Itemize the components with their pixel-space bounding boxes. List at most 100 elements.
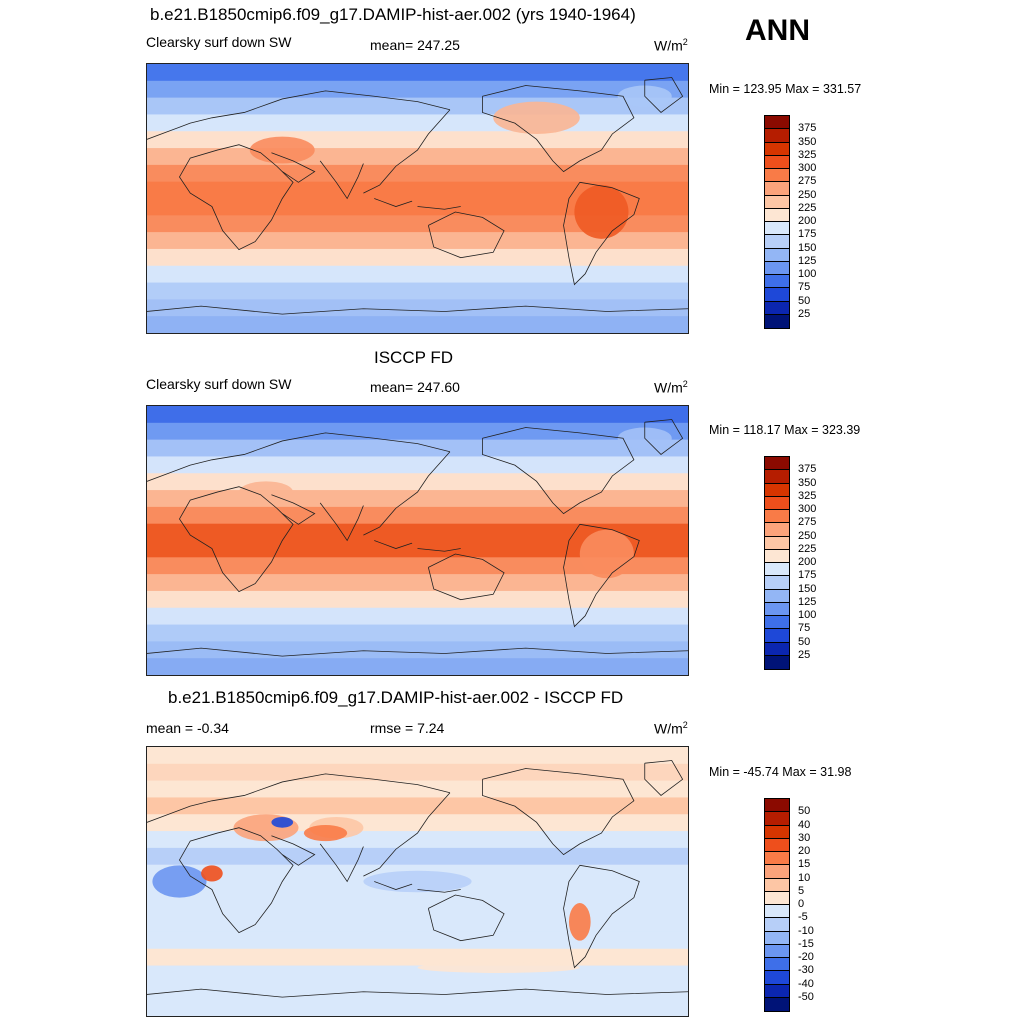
colorbar-segment (765, 852, 789, 866)
panel-2-mean: mean= 247.60 (370, 379, 460, 395)
colorbar-tick-label: 5 (798, 884, 805, 897)
colorbar-segment (765, 470, 789, 484)
coastline (147, 988, 688, 998)
colorbar-tick-label: 25 (798, 307, 811, 320)
map-color-band (147, 406, 688, 424)
map-color-region (363, 870, 472, 893)
colorbar-segment (765, 655, 789, 669)
colorbar-segment (765, 563, 789, 577)
colorbar-tick-label: 50 (798, 294, 811, 307)
colorbar-tick-label: 250 (798, 188, 817, 201)
map-color-band (147, 299, 688, 317)
map-color-band (147, 422, 688, 441)
map-color-band (147, 898, 688, 916)
panel-3-map (146, 746, 689, 1017)
map-color-band (147, 506, 688, 525)
coastline (644, 419, 684, 455)
colorbar-segment (765, 602, 789, 616)
map-color-region (493, 101, 580, 134)
panel-1-colorbar (764, 115, 790, 329)
map-color-band (147, 965, 688, 983)
map-color-band (147, 641, 688, 659)
coastline (427, 894, 505, 942)
coastline (363, 109, 451, 194)
panel-2-colorbar (764, 456, 790, 670)
colorbar-tick-label: 225 (798, 542, 817, 555)
colorbar-segment (765, 905, 789, 919)
colorbar-segment (765, 997, 789, 1011)
map-color-band (147, 181, 688, 200)
colorbar-tick-label: 20 (798, 845, 811, 857)
map-color-band (147, 982, 688, 1000)
colorbar-tick-label: 375 (798, 463, 817, 476)
panel-1-minmax: Min = 123.95 Max = 331.57 (709, 82, 862, 96)
colorbar-tick-label: 175 (798, 228, 817, 241)
map-color-band (147, 624, 688, 642)
coastline (147, 90, 451, 140)
colorbar-tick-label: 300 (798, 162, 817, 174)
colorbar-segment (765, 616, 789, 630)
map-color-band (147, 282, 688, 300)
colorbar-tick-label: 175 (798, 569, 817, 582)
coastline (644, 77, 684, 113)
colorbar-segment (765, 129, 789, 143)
colorbar-tick-label: 350 (798, 476, 817, 489)
colorbar-tick-label: 200 (798, 215, 817, 227)
colorbar-segment (765, 222, 789, 236)
coastline (363, 792, 451, 877)
colorbar-tick-label: 0 (798, 898, 805, 910)
coastline (319, 160, 364, 200)
map-color-band (147, 607, 688, 626)
season-label: ANN (745, 14, 810, 47)
colorbar-tick-label: 75 (798, 281, 811, 294)
map-color-band (147, 999, 688, 1016)
map-color-band (147, 64, 688, 82)
colorbar-tick-label: -15 (798, 937, 814, 950)
colorbar-tick-label: 200 (798, 556, 817, 568)
colorbar-segment (765, 838, 789, 852)
map-color-band (147, 747, 688, 765)
colorbar-segment (765, 891, 789, 905)
coastline (147, 305, 688, 315)
colorbar-tick-label: 375 (798, 122, 817, 135)
colorbar-segment (765, 169, 789, 183)
coastline (179, 144, 294, 251)
map-color-band (147, 763, 688, 782)
colorbar-tick-label: 15 (798, 858, 811, 871)
colorbar-segment (765, 195, 789, 209)
colorbar-segment (765, 536, 789, 550)
map-color-band (147, 456, 688, 474)
colorbar-tick-label: 325 (798, 148, 817, 161)
colorbar-segment (765, 971, 789, 985)
map-color-band (147, 557, 688, 575)
colorbar-tick-label: -40 (798, 977, 814, 990)
map-color-region (574, 185, 629, 239)
coastline (179, 486, 294, 593)
colorbar-segment (765, 799, 789, 813)
map-color-band (147, 915, 688, 933)
colorbar-tick-label: 250 (798, 529, 817, 542)
map-color-band (147, 248, 688, 267)
coastline (417, 889, 461, 893)
coastline (363, 451, 451, 536)
colorbar-segment (765, 642, 789, 656)
colorbar-segment (765, 549, 789, 563)
map-color-band (147, 97, 688, 116)
colorbar-tick-label: -50 (798, 990, 814, 1003)
colorbar-segment (765, 457, 789, 471)
map-color-band (147, 574, 688, 592)
colorbar-segment (765, 142, 789, 156)
colorbar-segment (765, 984, 789, 998)
map-color-band (147, 797, 688, 815)
map-color-band (147, 215, 688, 233)
coastline (374, 198, 413, 207)
coastline (482, 427, 635, 515)
panel-3-mean: mean = -0.34 (146, 720, 229, 736)
colorbar-segment (765, 944, 789, 958)
colorbar-tick-label: -20 (798, 951, 814, 963)
coastline (147, 647, 688, 657)
colorbar-tick-label: 50 (798, 805, 811, 818)
coastline (374, 540, 413, 549)
panel-2-variable: Clearsky surf down SW (146, 376, 292, 392)
coastline (271, 152, 316, 183)
